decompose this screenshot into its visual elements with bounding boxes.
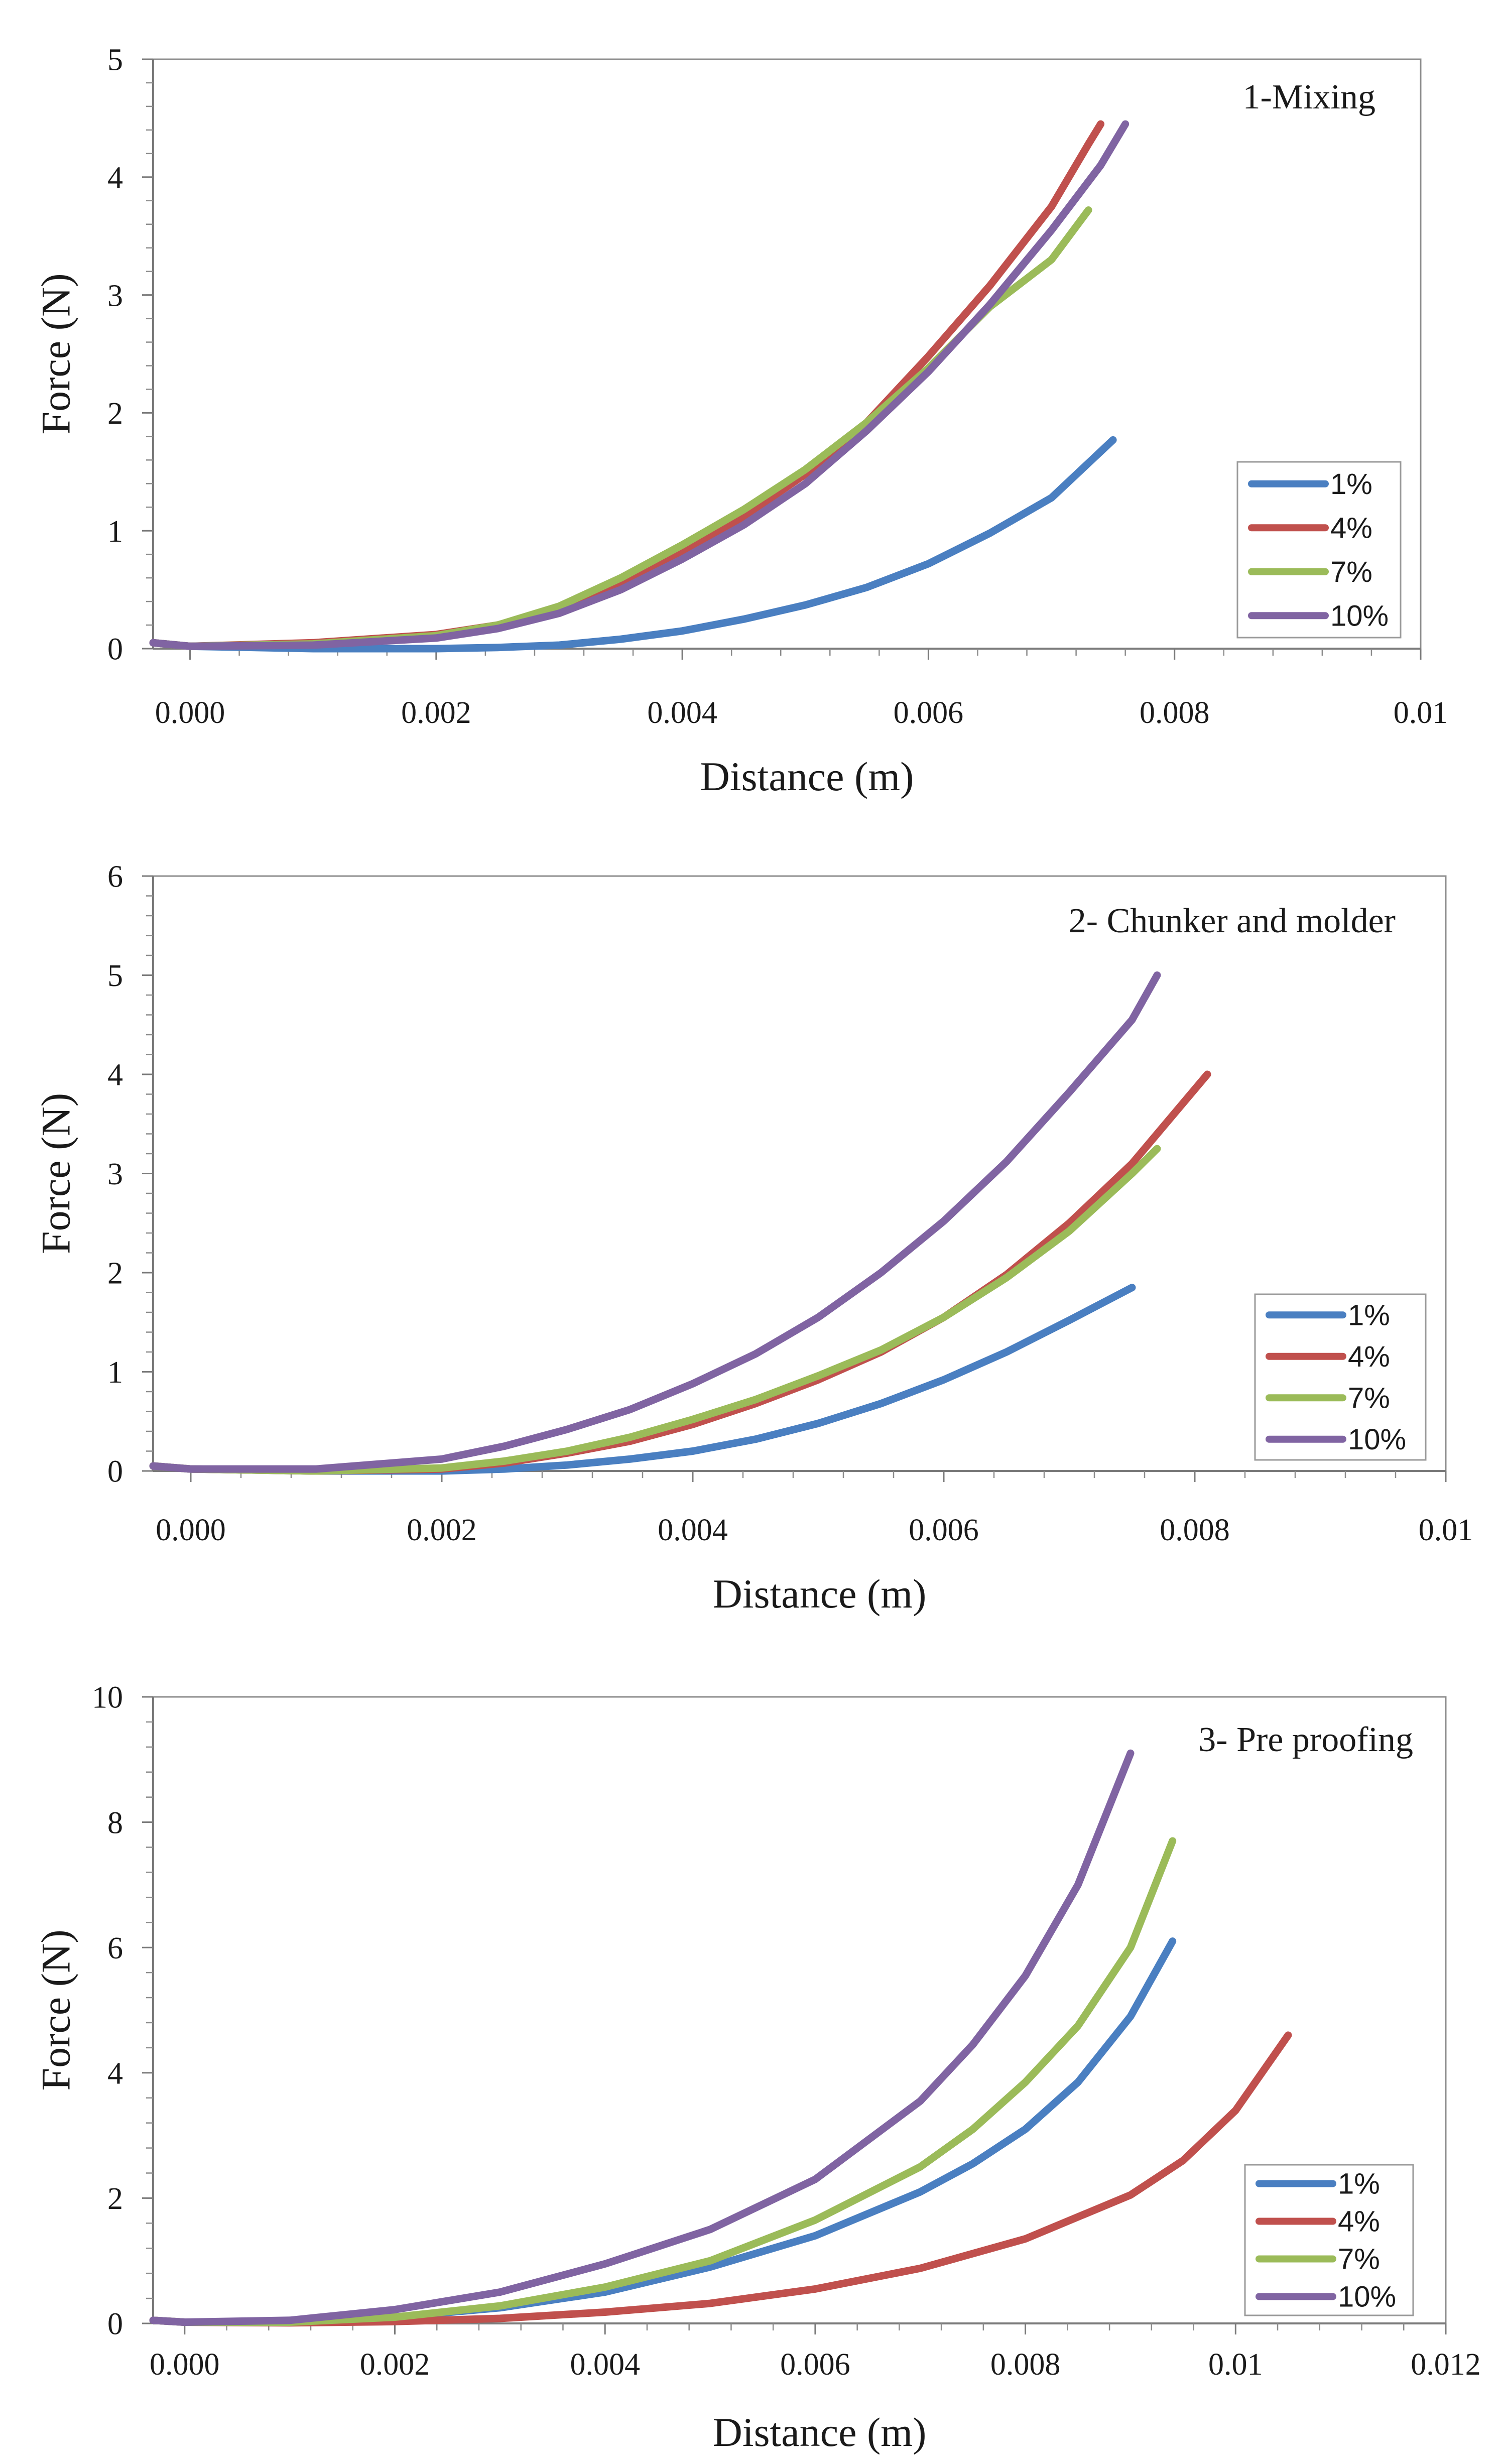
panel-title: 3- Pre proofing [1198,1720,1413,1759]
legend-label: 10% [1338,2281,1396,2313]
legend-box [1236,461,1402,639]
y-tick-label: 0 [107,1455,123,1489]
x-tick-label: 0.000 [156,1513,226,1547]
legend-label: 7% [1330,556,1372,588]
x-tick-label: 0.000 [155,696,225,730]
y-tick-label: 5 [107,43,123,77]
x-tick-label: 0.004 [658,1513,728,1547]
y-tick-label: 3 [107,1157,123,1191]
x-tick-label: 0.01 [1208,2348,1263,2382]
x-tick-label: 0.008 [1140,696,1210,730]
chart-panel-2: 0 1 2 3 4 5 6 0.000 0.002 0.004 0.006 0.008 0.01 Dist… [33,860,1473,1617]
chart-panel-1: 0 1 2 3 4 5 0.000 0.002 0.004 0.006 0.008 0.01 Dista… [33,43,1448,799]
x-tick-label: 0.006 [780,2348,850,2382]
legend-box [1254,1293,1427,1461]
x-axis-title: Distance (m) [713,2409,927,2455]
plot-frame [152,58,1422,650]
legend-label: 4% [1330,512,1372,544]
series-line-1pct [149,1284,1136,1475]
y-tick-label: 4 [107,161,123,195]
y-tick-label: 6 [107,860,123,894]
series-line-10pct [149,120,1130,650]
y-tick-label: 1 [107,515,123,549]
y-tick-label: 4 [107,2057,123,2091]
x-tick-label: 0.008 [990,2348,1061,2382]
legend-label: 7% [1338,2243,1380,2276]
series-line-7pct [149,206,1092,650]
x-tick-label: 0.004 [647,696,717,730]
series-line-4pct [149,1070,1211,1475]
legend-label: 4% [1338,2205,1380,2238]
legend: 1% 4% 7% 10% [1236,461,1402,639]
y-axis-title: Force (N) [33,1093,79,1254]
legend: 1% 4% 7% 10% [1244,2164,1414,2316]
x-tick-label: 0.000 [150,2348,220,2382]
x-axis-title: Distance (m) [700,754,914,799]
y-tick-label: 3 [107,279,123,313]
y-tick-label: 6 [107,1931,123,1965]
legend-label: 1% [1330,468,1372,501]
legend-label: 10% [1330,599,1389,632]
series-line-1pct [149,436,1117,653]
y-tick-label: 4 [107,1058,123,1092]
panel-title: 1-Mixing [1243,78,1375,116]
legend-box [1244,2164,1414,2316]
y-tick-label: 2 [107,2182,123,2216]
y-tick-label: 1 [107,1356,123,1390]
series-line-4pct [149,2031,1292,2327]
legend-label: 1% [1348,1299,1390,1331]
x-axis-title: Distance (m) [713,1571,927,1617]
legend: 1% 4% 7% 10% [1254,1293,1427,1461]
x-tick-label: 0.012 [1411,2348,1481,2382]
x-tick-label: 0.01 [1394,696,1448,730]
series-line-10pct [149,971,1161,1473]
x-tick-label: 0.002 [360,2348,430,2382]
chart-panel-3: 0 2 4 6 8 10 0.000 0.002 0.004 0.006 0.008 0.01 0.01… [33,1681,1481,2455]
x-tick-label: 0.002 [401,696,471,730]
y-tick-label: 0 [107,633,123,667]
x-tick-label: 0.006 [894,696,964,730]
y-axis-title: Force (N) [33,273,79,434]
y-tick-label: 0 [107,2307,123,2342]
legend-label: 10% [1348,1423,1406,1456]
y-tick-label: 8 [107,1806,123,1840]
x-tick-label: 0.004 [570,2348,640,2382]
series-line-7pct [149,1837,1177,2326]
x-tick-label: 0.01 [1419,1513,1473,1547]
legend-label: 1% [1338,2168,1380,2200]
legend-label: 7% [1348,1382,1390,1414]
series-line-10pct [149,1749,1135,2326]
panel-title: 2- Chunker and molder [1069,902,1396,940]
x-tick-label: 0.006 [909,1513,979,1547]
series-line-7pct [149,1145,1161,1475]
y-tick-label: 10 [92,1681,123,1715]
y-tick-label: 5 [107,959,123,993]
y-tick-label: 2 [107,1257,123,1291]
legend-label: 4% [1348,1340,1390,1373]
x-tick-label: 0.002 [407,1513,477,1547]
series-line-4pct [149,120,1105,650]
y-tick-label: 2 [107,397,123,431]
series-line-1pct [149,1937,1177,2326]
y-axis-title: Force (N) [33,1929,79,2090]
x-tick-label: 0.008 [1160,1513,1230,1547]
